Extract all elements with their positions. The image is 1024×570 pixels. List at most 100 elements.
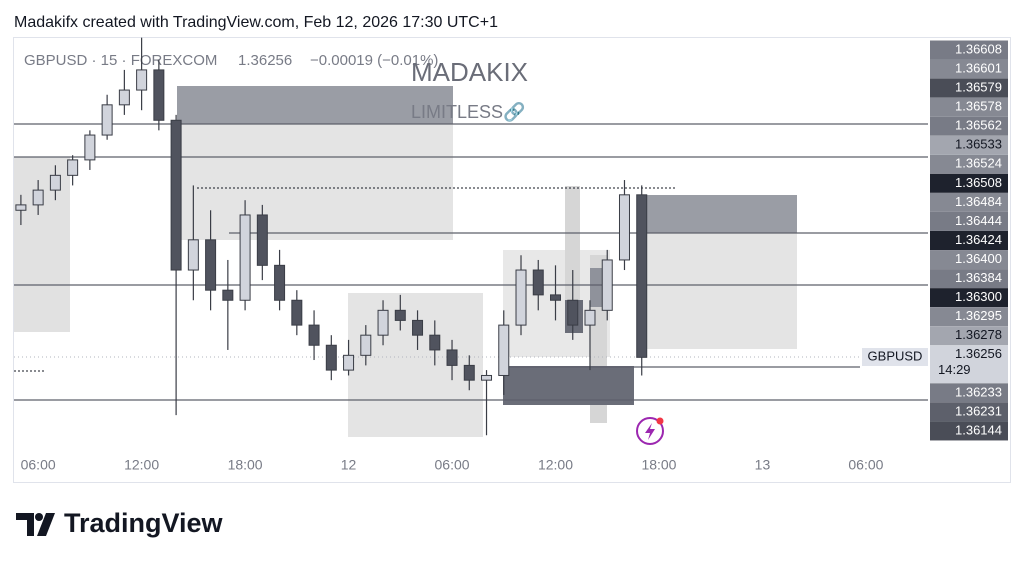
price-label: 1.36444 bbox=[955, 213, 1002, 228]
candle-body bbox=[256, 214, 268, 266]
price-label: 1.36608 bbox=[955, 41, 1002, 56]
candle-body bbox=[567, 299, 579, 326]
price-label: 1.36295 bbox=[955, 308, 1002, 323]
x-tick-label: 18:00 bbox=[641, 457, 676, 473]
zone bbox=[177, 86, 453, 124]
candle-body bbox=[636, 194, 648, 358]
candle-body bbox=[222, 289, 234, 301]
price-label: 1.36562 bbox=[955, 118, 1002, 133]
watermark-subtitle: LIMITLESS🔗 bbox=[411, 101, 525, 123]
candle-body bbox=[446, 349, 458, 366]
price-label-bg bbox=[930, 383, 1008, 403]
price-label-bg bbox=[930, 78, 1008, 98]
candle-body bbox=[584, 309, 596, 326]
price-label: 1.36484 bbox=[955, 194, 1002, 209]
price-label-bg bbox=[930, 269, 1008, 289]
price-label: 1.36533 bbox=[955, 137, 1002, 152]
candle-body bbox=[291, 299, 303, 326]
candle-body bbox=[118, 89, 130, 106]
candle-body bbox=[308, 324, 320, 346]
candle-body bbox=[498, 324, 510, 376]
price-label: 1.36300 bbox=[955, 289, 1002, 304]
candle-body bbox=[532, 269, 544, 296]
price-label-bg bbox=[930, 421, 1008, 441]
price-label-bg bbox=[930, 59, 1008, 79]
x-tick-label: 12 bbox=[341, 457, 357, 473]
logo-mark bbox=[35, 513, 43, 521]
candle-body bbox=[515, 269, 527, 326]
candle-body bbox=[67, 159, 79, 176]
zone bbox=[565, 186, 580, 330]
price-label: 1.36601 bbox=[955, 60, 1002, 75]
price-label: 1.36578 bbox=[955, 99, 1002, 114]
price-label-bg bbox=[930, 326, 1008, 346]
candle-body bbox=[153, 69, 165, 121]
footer-brand: TradingView bbox=[64, 508, 224, 538]
candle-body bbox=[463, 364, 475, 381]
candle-body bbox=[343, 354, 355, 371]
x-tick-label: 06:00 bbox=[21, 457, 56, 473]
candle-body bbox=[32, 189, 44, 206]
x-tick-label: 12:00 bbox=[538, 457, 573, 473]
zone bbox=[503, 366, 634, 405]
price-label-bg bbox=[930, 40, 1008, 60]
candle-body bbox=[15, 204, 27, 211]
x-tick-label: 06:00 bbox=[435, 457, 470, 473]
x-tick-label: 12:00 bbox=[124, 457, 159, 473]
candle-body bbox=[84, 134, 96, 161]
candle-body bbox=[239, 214, 251, 301]
price-scale: 1.36608 1.36601 1.36579 1.36578 1.36562 1.365… bbox=[930, 40, 1008, 441]
candle-body bbox=[360, 334, 372, 356]
price-label: 1.36256 bbox=[955, 346, 1002, 361]
zone bbox=[642, 195, 797, 233]
price-tag-bg bbox=[862, 348, 928, 366]
candle-body bbox=[481, 374, 493, 381]
candle-body bbox=[136, 69, 148, 91]
header-text: Madakifx created with TradingView.com, F… bbox=[14, 14, 498, 31]
x-tick-label: 06:00 bbox=[848, 457, 883, 473]
legend-price: 1.36256 bbox=[238, 52, 292, 69]
legend-change: −0.00019 (−0.01%) bbox=[310, 52, 438, 69]
price-label-bg bbox=[930, 402, 1008, 422]
price-label: 1.36400 bbox=[955, 251, 1002, 266]
zone bbox=[14, 157, 70, 332]
candle-body bbox=[550, 294, 562, 301]
price-label-bg bbox=[930, 231, 1008, 250]
x-tick-label: 13 bbox=[755, 457, 771, 473]
price-label: 1.36384 bbox=[955, 270, 1002, 285]
price-label: 1.36144 bbox=[955, 422, 1002, 437]
tradingview-logo bbox=[16, 513, 55, 536]
time-axis: 06:00 12:00 18:00 12 06:00 12:00 18:00 13 06:00 bbox=[21, 448, 884, 473]
logo-mark bbox=[37, 513, 55, 536]
x-tick-label: 18:00 bbox=[228, 457, 263, 473]
candle-body bbox=[170, 119, 182, 271]
candle-body bbox=[377, 309, 389, 336]
candle-body bbox=[49, 174, 61, 191]
candle-body bbox=[187, 239, 199, 271]
price-label: 1.36278 bbox=[955, 327, 1002, 342]
zone bbox=[348, 293, 483, 437]
candle-body bbox=[205, 239, 217, 291]
candle-body bbox=[101, 104, 113, 136]
candle-body bbox=[618, 194, 630, 261]
candle-body bbox=[394, 309, 406, 321]
candles bbox=[15, 37, 648, 436]
candle-body bbox=[274, 264, 286, 301]
watermark-title: MADAKIX bbox=[411, 57, 528, 87]
price-label: 1.36424 bbox=[955, 232, 1002, 247]
candle-body bbox=[601, 259, 613, 311]
price-label: 1.36508 bbox=[955, 175, 1002, 190]
price-label-bg bbox=[930, 135, 1008, 155]
price-label-bg bbox=[930, 116, 1008, 136]
price-label: 1.36524 bbox=[955, 156, 1002, 171]
candle-body bbox=[412, 319, 424, 336]
price-label-bg bbox=[930, 173, 1008, 193]
logo-mark bbox=[16, 513, 34, 536]
candle-body bbox=[325, 344, 337, 371]
price-label-bg bbox=[930, 345, 1008, 384]
zone bbox=[590, 268, 605, 307]
price-label-bg bbox=[930, 288, 1008, 308]
price-label-bg bbox=[930, 250, 1008, 270]
zone bbox=[177, 124, 453, 240]
